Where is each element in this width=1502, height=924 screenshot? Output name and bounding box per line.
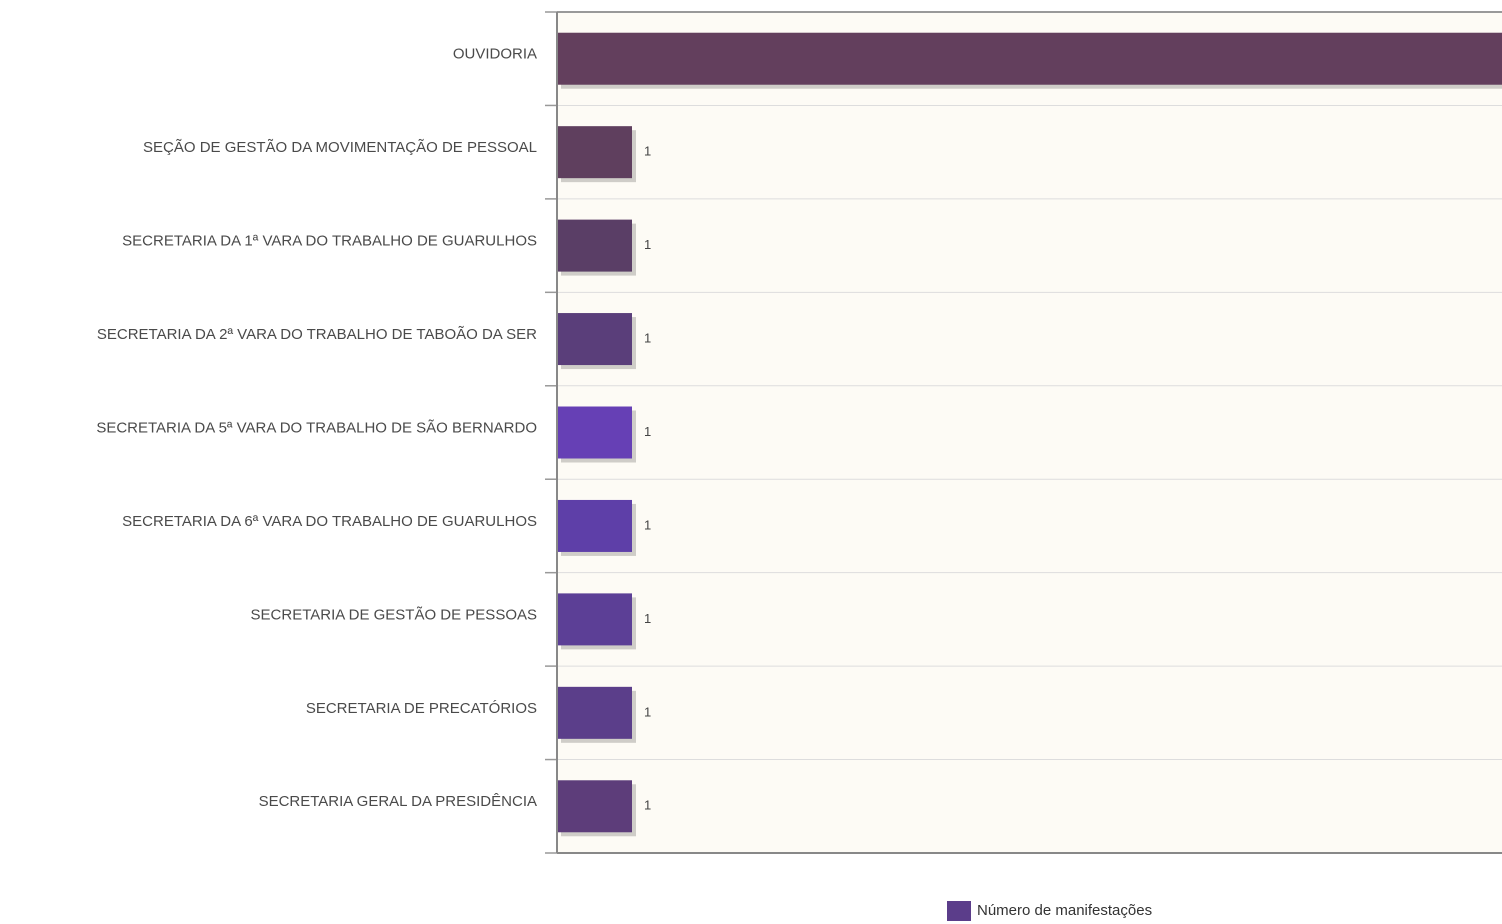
y-tick-label: SECRETARIA DA 2ª VARA DO TRABALHO DE TAB… <box>97 326 537 343</box>
plot-area <box>557 12 1502 853</box>
bar <box>557 32 1502 85</box>
legend-swatch <box>947 901 971 921</box>
value-label: 1 <box>644 424 651 439</box>
y-tick-label: SECRETARIA DA 6ª VARA DO TRABALHO DE GUA… <box>122 513 537 530</box>
y-tick-label: SECRETARIA DA 5ª VARA DO TRABALHO DE SÃO… <box>96 419 537 436</box>
bar <box>557 593 632 646</box>
y-tick-label: SECRETARIA DA 1ª VARA DO TRABALHO DE GUA… <box>122 233 537 250</box>
y-tick-label: OUVIDORIA <box>453 46 537 63</box>
bar <box>557 499 632 552</box>
value-label: 1 <box>644 704 651 719</box>
y-tick-label: SEÇÃO DE GESTÃO DA MOVIMENTAÇÃO DE PESSO… <box>143 139 537 156</box>
bar <box>557 406 632 459</box>
bar <box>557 219 632 272</box>
value-label: 1 <box>644 517 651 532</box>
bar <box>557 780 632 833</box>
value-label: 1 <box>644 144 651 159</box>
value-label: 1 <box>644 330 651 345</box>
value-label: 1 <box>644 611 651 626</box>
y-tick-label: SECRETARIA DE GESTÃO DE PESSOAS <box>251 606 537 623</box>
bar <box>557 313 632 366</box>
value-label: 1 <box>644 237 651 252</box>
y-tick-label: SECRETARIA GERAL DA PRESIDÊNCIA <box>259 793 537 810</box>
value-label: 1 <box>644 798 651 813</box>
legend-label: Número de manifestações <box>977 902 1152 919</box>
bar <box>557 686 632 739</box>
bar <box>557 126 632 179</box>
y-tick-label: SECRETARIA DE PRECATÓRIOS <box>306 700 537 717</box>
